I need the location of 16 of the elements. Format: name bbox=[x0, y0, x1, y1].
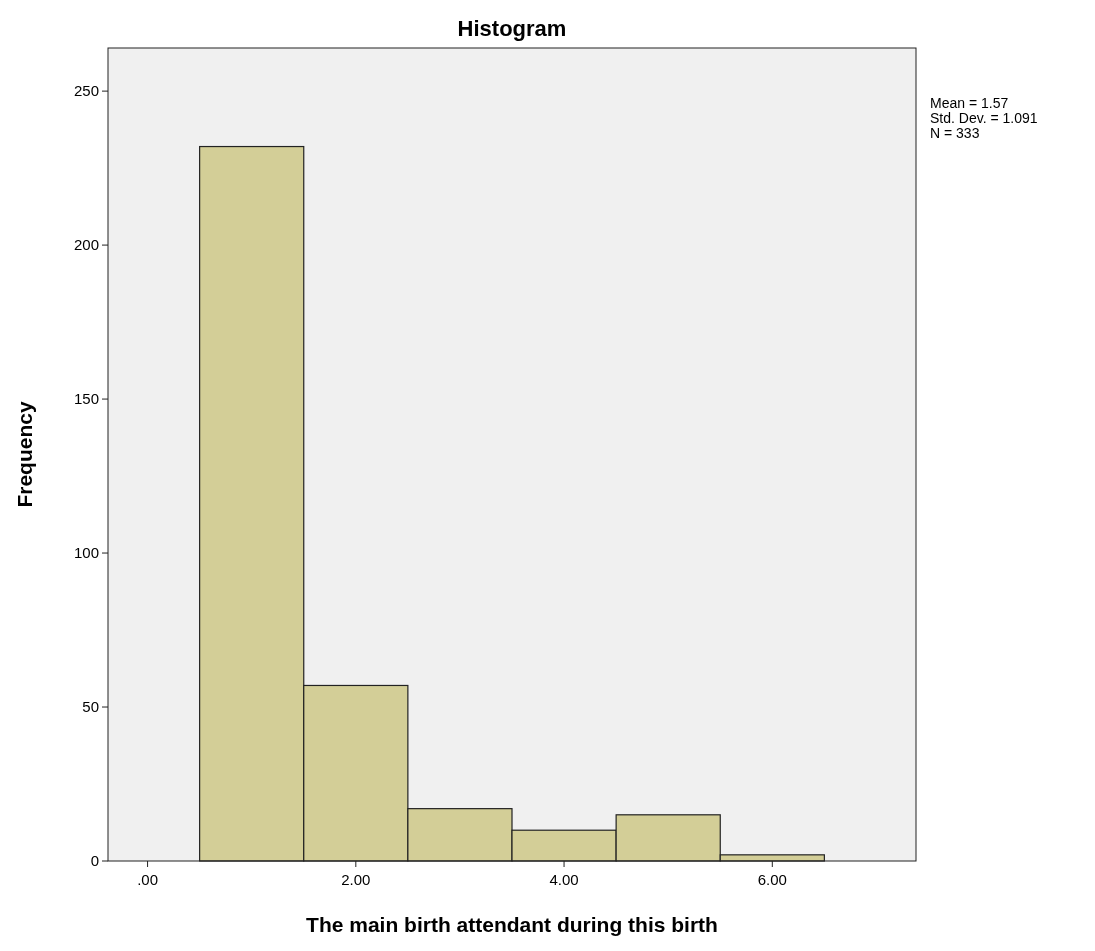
y-axis-title: Frequency bbox=[13, 401, 36, 508]
x-tick-label: 2.00 bbox=[341, 871, 371, 888]
y-tick-label: 0 bbox=[90, 852, 99, 870]
y-tick-label: 50 bbox=[82, 698, 99, 716]
y-tick-label: 250 bbox=[73, 82, 99, 100]
x-tick-label: 6.00 bbox=[757, 871, 787, 888]
x-axis-title: The main birth attendant during this birth bbox=[306, 913, 718, 936]
text: N = 333 bbox=[930, 125, 980, 141]
x-tick-label: .00 bbox=[137, 871, 158, 888]
y-tick-label: 150 bbox=[73, 390, 99, 408]
chart-title: Histogram bbox=[457, 16, 567, 41]
text: Mean = 1.57 bbox=[930, 95, 1009, 111]
y-tick-label: 100 bbox=[73, 544, 99, 562]
y-tick-label: 200 bbox=[73, 236, 99, 254]
x-tick-label: 4.00 bbox=[549, 871, 579, 888]
text: Std. Dev. = 1.091 bbox=[930, 110, 1038, 126]
